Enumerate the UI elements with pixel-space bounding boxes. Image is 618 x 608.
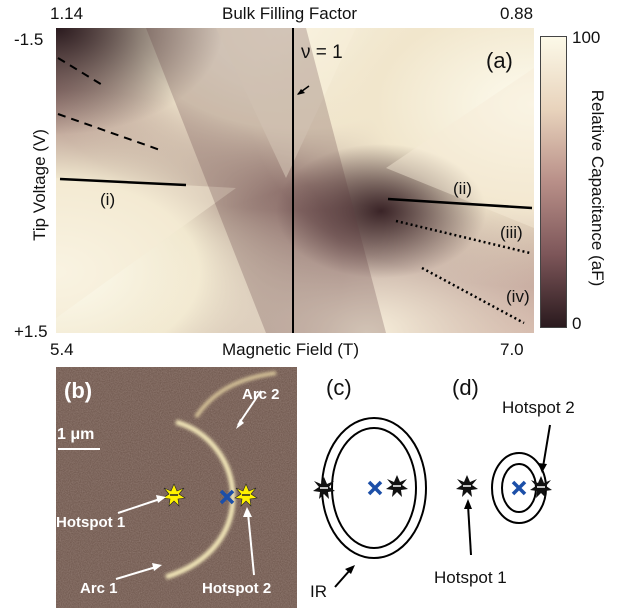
hotspot-1-arrow-d <box>467 504 472 556</box>
bottom-right-value: 7.0 <box>500 340 524 359</box>
line-label-iii: (iii) <box>500 223 523 242</box>
top-right-value: 0.88 <box>500 4 534 23</box>
nu-arrow-head <box>297 89 305 95</box>
y-top-value: -1.5 <box>14 30 44 49</box>
panel-a-label: (a) <box>486 48 513 73</box>
hotspot-2-icon-d <box>530 476 552 498</box>
colorbar-min: 0 <box>572 314 582 333</box>
line-label-iv: (iv) <box>506 287 530 306</box>
panel-d-label: (d) <box>452 375 479 400</box>
panel-b-label: (b) <box>64 378 93 403</box>
panel-b-image <box>56 367 297 608</box>
arc-1-shape <box>165 419 236 580</box>
hotspot-1-icon-d <box>456 475 478 497</box>
scale-bar-label: 1 μm <box>57 426 95 443</box>
dashed-line-2 <box>57 113 161 151</box>
hotspot-2-arrow-head-d <box>538 463 547 473</box>
arc-1-arrow-head <box>152 563 162 571</box>
colorbar-max: 100 <box>572 28 601 47</box>
hotspot-1-icon-c <box>313 477 335 499</box>
hotspot-2-arrow-b <box>247 512 255 576</box>
center-cross-icon-c <box>367 480 383 496</box>
hotspot-2-icon-c <box>386 475 408 497</box>
arc-2-shape <box>194 371 277 419</box>
hotspot-2-label-d: Hotspot 2 <box>502 398 575 417</box>
ir-arrow <box>334 569 351 588</box>
panel-c-label: (c) <box>326 375 352 400</box>
hotspot-1-arrow-head <box>156 495 166 503</box>
colorbar <box>540 36 567 328</box>
hotspot-1-arrow <box>117 498 161 514</box>
hotspot-2-icon <box>234 483 258 507</box>
top-axis-title: Bulk Filling Factor <box>222 4 358 23</box>
arc-2-arrow-head <box>236 419 244 429</box>
ir-arrow-head <box>345 565 355 574</box>
colorbar-title: Relative Capacitance (aF) <box>588 89 607 287</box>
panel-d-diagram <box>456 424 552 556</box>
line-ii <box>387 197 533 210</box>
line-iv <box>421 266 525 325</box>
panel-b-overlay <box>115 390 262 580</box>
y-axis-title: Tip Voltage (V) <box>30 129 49 241</box>
hotspot-1-arrow-head-d <box>464 499 472 509</box>
ir-label: IR <box>310 582 327 601</box>
line-i <box>59 177 187 187</box>
hotspot-2-arrow-d <box>542 424 551 468</box>
line-label-ii: (ii) <box>453 179 472 198</box>
nu-label: ν = 1 <box>301 42 343 63</box>
dashed-line-1 <box>57 57 105 87</box>
bottom-left-value: 5.4 <box>50 340 74 359</box>
y-bottom-value: +1.5 <box>14 322 48 341</box>
inner-ellipse-c <box>331 427 417 549</box>
center-cross-icon <box>219 489 235 505</box>
capacitance-map <box>56 28 534 333</box>
panel-c-diagram <box>313 417 427 588</box>
arc-2-arrow <box>237 390 262 426</box>
line-label-i: (i) <box>100 190 116 209</box>
hotspot-2-arrow-head-b <box>243 507 252 517</box>
top-left-value: 1.14 <box>50 4 84 23</box>
arc-1-label: Arc 1 <box>80 580 118 597</box>
arc-1-arrow <box>115 566 157 580</box>
center-cross-icon-d <box>511 480 527 496</box>
hotspot-2-label-b: Hotspot 2 <box>202 580 272 597</box>
hotspot-1-label-d: Hotspot 1 <box>434 568 507 587</box>
hotspot-1-label: Hotspot 1 <box>56 514 126 531</box>
hotspot-1-icon <box>162 483 186 507</box>
arc-2-label: Arc 2 <box>242 386 280 403</box>
bottom-axis-title: Magnetic Field (T) <box>222 340 359 359</box>
